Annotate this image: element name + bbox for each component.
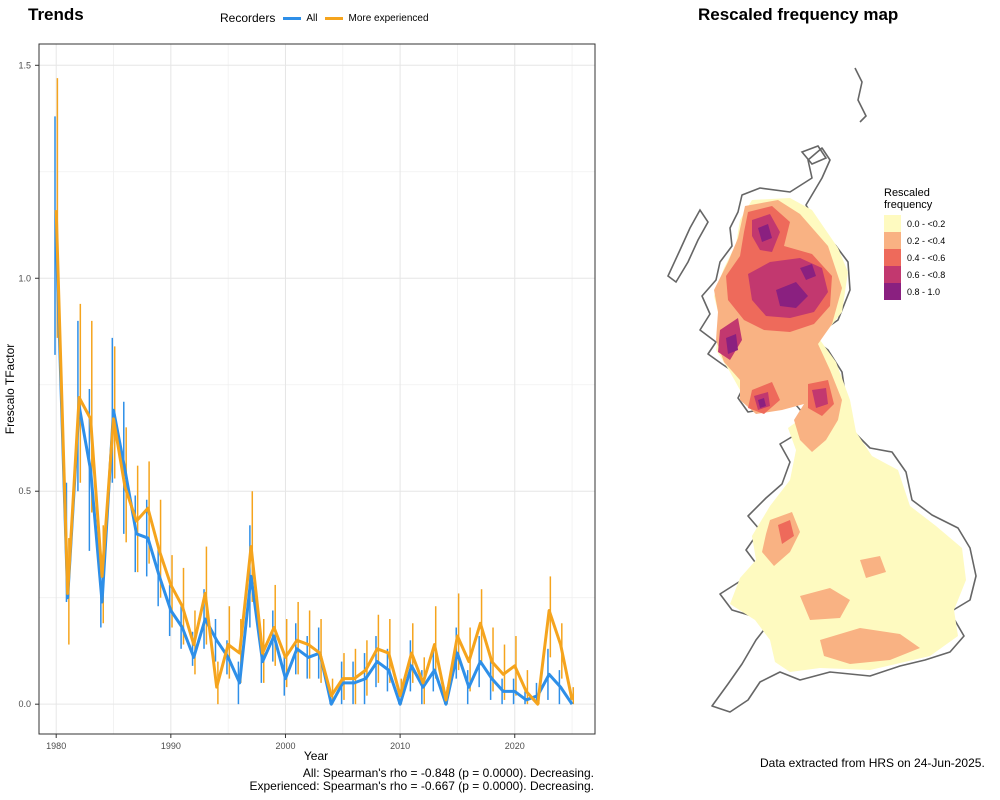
map-legend-swatch	[884, 215, 901, 232]
map-legend-label: 0.2 - <0.4	[907, 235, 946, 246]
map-legend-label: 0.0 - <0.2	[907, 218, 946, 229]
map-legend-item: 0.2 - <0.4	[884, 232, 945, 249]
legend-title: Recorders	[220, 11, 276, 25]
map-legend-label: 0.8 - 1.0	[907, 286, 941, 297]
y-tick-label: 1.0	[18, 273, 31, 283]
shetland-outline	[854, 67, 867, 123]
map-title: Rescaled frequency map	[698, 5, 899, 24]
legend-swatch-experienced	[325, 16, 344, 20]
map-legend-swatch	[884, 266, 901, 283]
x-axis-label: Year	[304, 749, 328, 763]
map-legend-item: 0.8 - 1.0	[884, 283, 945, 300]
map-legend-item: 0.0 - <0.2	[884, 215, 945, 232]
series-line-experienced	[54, 210, 574, 706]
map-legend-item: 0.4 - <0.6	[884, 249, 945, 266]
trend-chart-title: Trends	[28, 5, 84, 24]
plot-border	[38, 43, 596, 735]
legend-item-experienced: More experienced	[325, 12, 429, 24]
x-tick-label: 2020	[505, 741, 525, 751]
map-legend-swatch	[884, 232, 901, 249]
map-legend-item: 0.6 - <0.8	[884, 266, 945, 283]
band-0-2-south	[762, 512, 920, 664]
stats-all: All: Spearman's rho = -0.848 (p = 0.0000…	[302, 766, 594, 780]
stats-experienced: Experienced: Spearman's rho = -0.667 (p …	[249, 779, 595, 793]
x-tick-label: 1980	[46, 741, 66, 751]
y-tick-label: 1.5	[18, 60, 31, 70]
orkney-outline	[800, 145, 828, 165]
hebrides-outline	[667, 208, 709, 284]
y-tick-label: 0.0	[18, 699, 31, 709]
y-axis-label: Frescalo TFactor	[3, 344, 17, 434]
axes: 0.0 0.5 1.0 1.5 1980 1990 2000 2010 2020	[18, 60, 524, 751]
map-legend-title-line2: frequency	[884, 199, 933, 211]
map-legend-title: Rescaled frequency	[884, 187, 945, 211]
trend-statistics: All: Spearman's rho = -0.848 (p = 0.0000…	[250, 767, 595, 793]
map-legend-swatch	[884, 283, 901, 300]
legend-label-experienced: More experienced	[348, 12, 429, 24]
data-extract-note: Data extracted from HRS on 24-Jun-2025.	[760, 756, 985, 770]
trend-legend: Recorders All More experienced	[220, 11, 429, 25]
y-tick-label: 0.5	[18, 486, 31, 496]
map-legend-swatch	[884, 249, 901, 266]
map-legend-label: 0.6 - <0.8	[907, 269, 946, 280]
legend-label-all: All	[306, 12, 318, 24]
x-tick-label: 1990	[161, 741, 181, 751]
series-line-all	[54, 235, 574, 706]
band-0-6	[718, 214, 828, 410]
map-legend-label: 0.4 - <0.6	[907, 252, 946, 263]
x-tick-label: 2000	[275, 741, 295, 751]
map-legend-title-line1: Rescaled	[884, 187, 930, 199]
legend-swatch-all	[283, 16, 302, 20]
legend-item-all: All	[283, 13, 317, 24]
x-tick-label: 2010	[390, 741, 410, 751]
map-legend: Rescaled frequency 0.0 - <0.2 0.2 - <0.4…	[884, 187, 945, 300]
series-lines	[54, 210, 574, 706]
